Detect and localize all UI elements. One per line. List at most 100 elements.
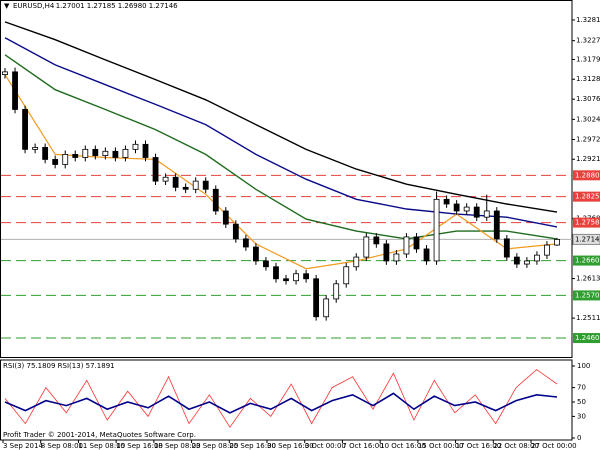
candle-body (72, 154, 79, 158)
header-price: 1.27001 (56, 2, 85, 10)
level-label-box (573, 170, 600, 181)
moving-average (4, 37, 558, 228)
y-tick-label: 1.29725 (576, 135, 600, 143)
current-price-box (572, 233, 600, 245)
candle-body (523, 260, 530, 265)
candle-body (463, 206, 470, 212)
candle-body (513, 256, 520, 265)
x-tick-label: 10 Oct 16:00 (380, 442, 426, 450)
candle-body (383, 243, 390, 262)
candle-body (242, 238, 249, 248)
candle-body (303, 273, 309, 280)
candle-body (273, 266, 279, 280)
level-label-box (573, 217, 600, 228)
x-tick-label: 17 Oct 16:00 (456, 442, 502, 450)
price-panel-frame (0, 0, 573, 358)
moving-average (4, 74, 558, 270)
y-tick-label: 1.32810 (576, 16, 600, 24)
candle-body (263, 260, 269, 268)
candle-body (232, 223, 239, 240)
x-tick-label: 8 Sep 08:00 (41, 442, 83, 450)
candle-body (102, 150, 109, 156)
candle-body (212, 188, 219, 212)
candle-body (192, 180, 199, 190)
chart-header: EURUSD,H4 (13, 2, 55, 10)
candle-body (82, 148, 89, 158)
indicator-title: RSI(3) 75.1809 RSI(13) 57.1891 (3, 362, 115, 370)
candle-body (92, 148, 99, 156)
level-label: 1.28800 (575, 171, 600, 179)
candle-body (142, 143, 149, 158)
candle-body (393, 253, 400, 262)
x-tick-label: 27 Oct 00:00 (531, 442, 577, 450)
header-price: 1.26980 (118, 2, 147, 10)
candle-body (493, 210, 500, 240)
level-label: 1.24600 (575, 334, 600, 342)
candle-body (343, 266, 350, 285)
candle-body (253, 246, 259, 262)
candle-body (313, 278, 320, 318)
candle-body (333, 283, 340, 300)
candle-body (62, 154, 69, 165)
level-label-box (573, 333, 600, 344)
candle-body (182, 186, 189, 190)
candle-body (293, 273, 299, 282)
indicator-y-tick-label: 50 (577, 398, 586, 406)
header-price: 1.27185 (87, 2, 116, 10)
candle-body (152, 157, 159, 182)
y-tick-label: 1.25115 (576, 314, 600, 322)
candle-body (122, 148, 129, 158)
indicator-panel-frame (0, 359, 573, 441)
x-tick-label: 18 Sep 08:00 (154, 442, 201, 450)
candle-body (403, 236, 410, 255)
candle-body (483, 210, 490, 218)
header-price: 1.27146 (149, 2, 178, 10)
candle-body (353, 256, 360, 268)
y-tick-label: 1.31790 (576, 55, 600, 63)
x-tick-label: 15 Sep 16:00 (116, 442, 163, 450)
candle-body (373, 236, 380, 245)
x-tick-label: 3 Sep 2014 (3, 442, 43, 450)
indicator-y-tick-label: 30 (577, 412, 586, 420)
y-tick-label: 1.30765 (576, 95, 600, 103)
candle-body (52, 159, 59, 165)
level-label: 1.27580 (575, 219, 600, 227)
candle-body (283, 278, 289, 282)
candle-body (503, 238, 510, 258)
copyright: Profit Trader © 2001-2014, MetaQuotes So… (3, 431, 196, 439)
candle-body (222, 210, 229, 225)
x-tick-label: 30 Sep 16:00 (267, 442, 314, 450)
candle-body (12, 71, 18, 110)
candle-body (22, 109, 28, 150)
moving-average (4, 21, 558, 213)
x-tick-label: 25 Sep 16:00 (229, 442, 276, 450)
indicator-y-tick-label: 100 (577, 362, 590, 370)
y-tick-label: 1.26135 (576, 275, 600, 283)
y-tick-label: 1.29215 (576, 155, 600, 163)
candle-body (172, 176, 179, 188)
candle-body (132, 143, 139, 150)
x-tick-label: 7 Oct 16:00 (342, 442, 383, 450)
level-label-box (573, 290, 600, 301)
x-tick-label: 11 Sep 08:00 (78, 442, 125, 450)
level-label-box (573, 255, 600, 266)
y-tick-label: 1.31280 (576, 75, 600, 83)
candle-body (554, 239, 560, 246)
current-price-label: 1.27146 (575, 235, 600, 243)
candle-body (202, 180, 209, 190)
candle-body (42, 147, 49, 160)
candle-body (413, 236, 420, 250)
x-tick-label: 23 Sep 08:00 (192, 442, 239, 450)
candle-body (2, 71, 8, 75)
candle-body (544, 244, 550, 256)
candle-body (453, 203, 460, 212)
candle-body (423, 248, 430, 262)
candle-body (32, 147, 39, 150)
candle-body (433, 198, 440, 262)
symbol-marker: ▼ (4, 2, 10, 10)
x-tick-label: 15 Oct 00:00 (418, 442, 464, 450)
candle-body (323, 298, 330, 318)
level-label: 1.26600 (575, 257, 600, 265)
